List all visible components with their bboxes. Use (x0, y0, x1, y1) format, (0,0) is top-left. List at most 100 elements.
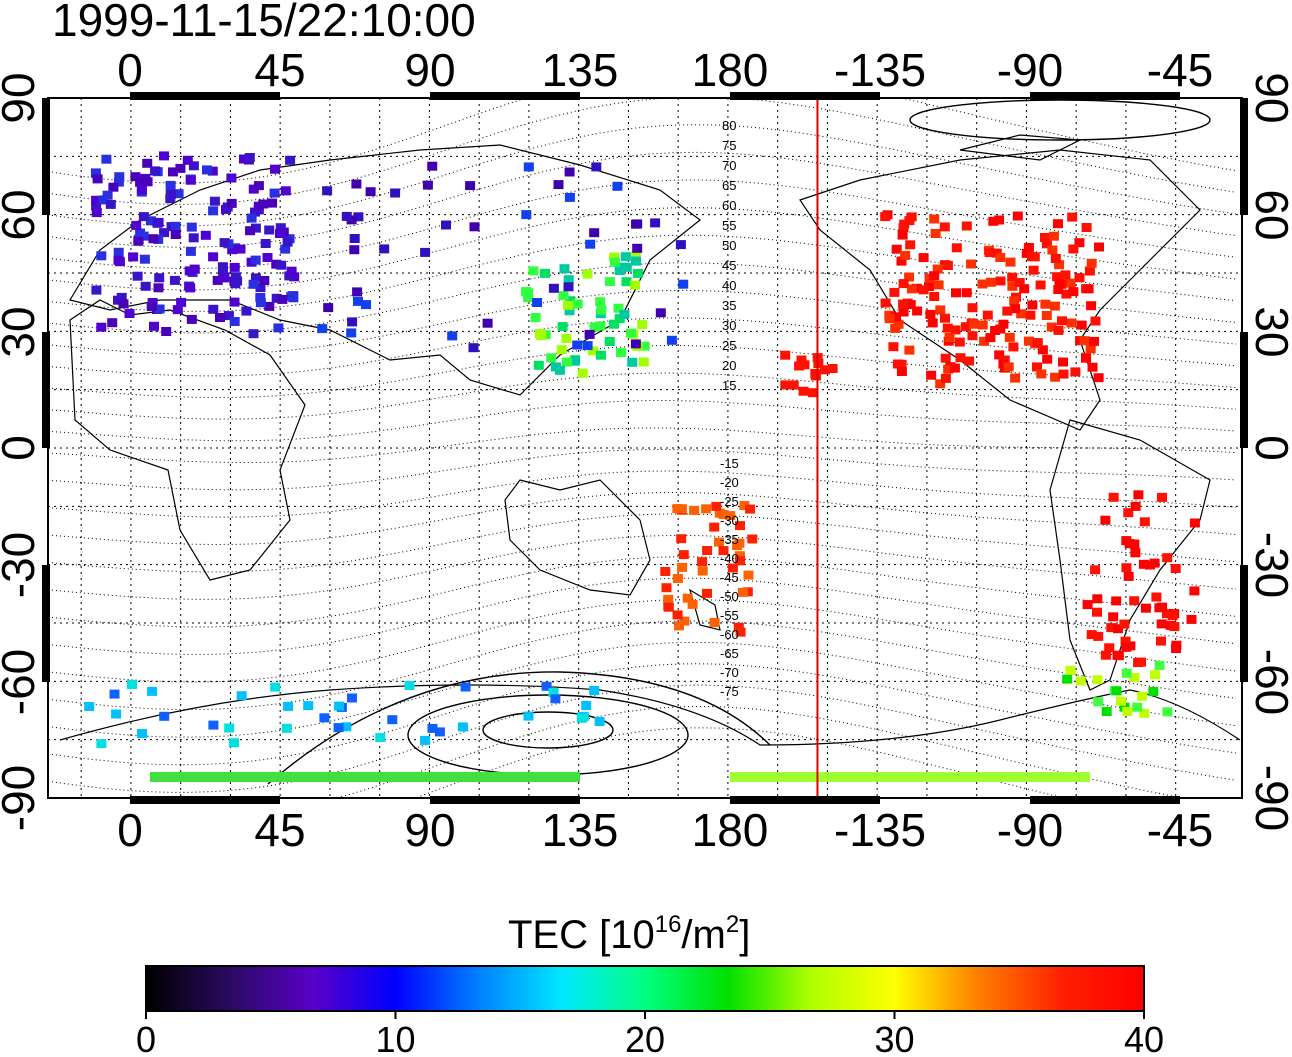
tec-cell (912, 306, 923, 316)
tec-cell (114, 257, 125, 267)
tec-cell (745, 504, 756, 514)
tec-cell (1007, 281, 1018, 291)
tec-cell (918, 285, 929, 295)
tec-cell (208, 206, 219, 216)
tec-cell (173, 189, 184, 199)
tec-cell (154, 273, 165, 283)
tec-cell (303, 701, 314, 711)
contour-line (334, 706, 1185, 798)
tec-cell (460, 682, 471, 692)
tec-cell (404, 681, 415, 690)
right-lat-tick: -30 (1246, 532, 1292, 598)
tec-cell (672, 610, 683, 620)
tec-cell (1019, 284, 1030, 294)
tec-cell (523, 293, 534, 303)
tec-cell (150, 166, 161, 176)
tec-cell (98, 195, 109, 205)
contour-line (48, 399, 1237, 442)
tec-cell (185, 175, 196, 185)
tec-cell (226, 198, 237, 208)
tec-cell (1123, 508, 1134, 518)
tec-cell (1014, 277, 1025, 287)
tec-cell (469, 222, 480, 232)
frame-bar-bottom (730, 796, 880, 804)
tec-cell (1092, 607, 1102, 617)
tec-cell (780, 350, 791, 360)
tec-cell (984, 248, 995, 258)
tec-cell (170, 221, 181, 231)
tec-cell (556, 345, 567, 355)
tec-cell (950, 325, 961, 335)
tec-cell (540, 268, 550, 278)
tec-cell (1111, 596, 1122, 606)
left-latitude-axis: 90 60 30 0 -30 -60 -90 (0, 72, 44, 831)
tec-cell (468, 343, 479, 353)
tec-cell (918, 253, 929, 263)
tec-cell (1053, 325, 1064, 335)
tec-cell (565, 296, 576, 306)
contour-label: 50 (722, 238, 736, 253)
tec-cell (977, 320, 988, 330)
tec-cell (523, 711, 534, 721)
tec-cell (161, 327, 172, 336)
tec-cell (1156, 636, 1166, 646)
tec-cell (427, 723, 438, 733)
tec-cell (663, 594, 674, 604)
tec-cell (929, 271, 940, 281)
timestamp-title: 1999-11-15/22:10:00 (52, 0, 476, 46)
contour-label: 70 (722, 158, 736, 173)
tec-cell (563, 282, 574, 292)
frame-bar-left (42, 565, 50, 682)
tec-cell (661, 583, 672, 593)
right-lat-tick: 90 (1246, 72, 1292, 123)
tec-cell (109, 689, 120, 699)
contour-label: -60 (720, 627, 739, 642)
tec-cell (994, 215, 1005, 225)
tec-cell (660, 567, 671, 576)
tec-cell (1008, 342, 1019, 352)
tec-cell (810, 371, 821, 381)
tec-cell (1136, 657, 1146, 667)
tec-cell (1113, 624, 1123, 634)
tec-cell (1041, 311, 1052, 320)
tec-cell (245, 226, 256, 236)
tec-cell (678, 279, 689, 289)
tec-cell (91, 285, 102, 295)
tec-cell (1032, 362, 1042, 372)
tec-cell (743, 570, 754, 580)
tec-cell (733, 622, 744, 632)
tec-cell (147, 686, 158, 696)
tec-cell (630, 339, 641, 349)
tec-cell (1148, 687, 1159, 696)
tec-cell (218, 266, 228, 276)
tec-cell (929, 292, 940, 301)
tec-cell (979, 336, 990, 346)
tec-cell (672, 504, 683, 514)
contour-label: -15 (720, 456, 739, 471)
tec-cell (687, 599, 698, 609)
tec-cell (1081, 353, 1091, 363)
tec-cell (631, 256, 641, 266)
contour-label: -55 (720, 608, 739, 623)
contour-label: 20 (722, 358, 736, 373)
tec-cell (212, 275, 223, 285)
tec-cell (188, 233, 199, 243)
tec-cell (548, 283, 559, 293)
tec-cell (142, 177, 153, 187)
tec-cell (926, 370, 937, 380)
tec-cell (1074, 238, 1085, 248)
tec-cell (96, 322, 107, 332)
tec-cell (1053, 285, 1064, 294)
tec-cell (1050, 372, 1061, 382)
tec-cell (241, 306, 252, 316)
tec-cell (905, 300, 916, 310)
tec-cell (250, 223, 261, 233)
frame-bar-right (1240, 98, 1248, 215)
tec-cell (967, 303, 978, 313)
tec-cell (711, 501, 722, 511)
tec-cell (457, 722, 468, 732)
coastline (1049, 419, 1211, 691)
tec-cell (420, 247, 431, 257)
colorbar-tick-label: 30 (874, 1019, 914, 1057)
tec-cell (820, 365, 830, 375)
